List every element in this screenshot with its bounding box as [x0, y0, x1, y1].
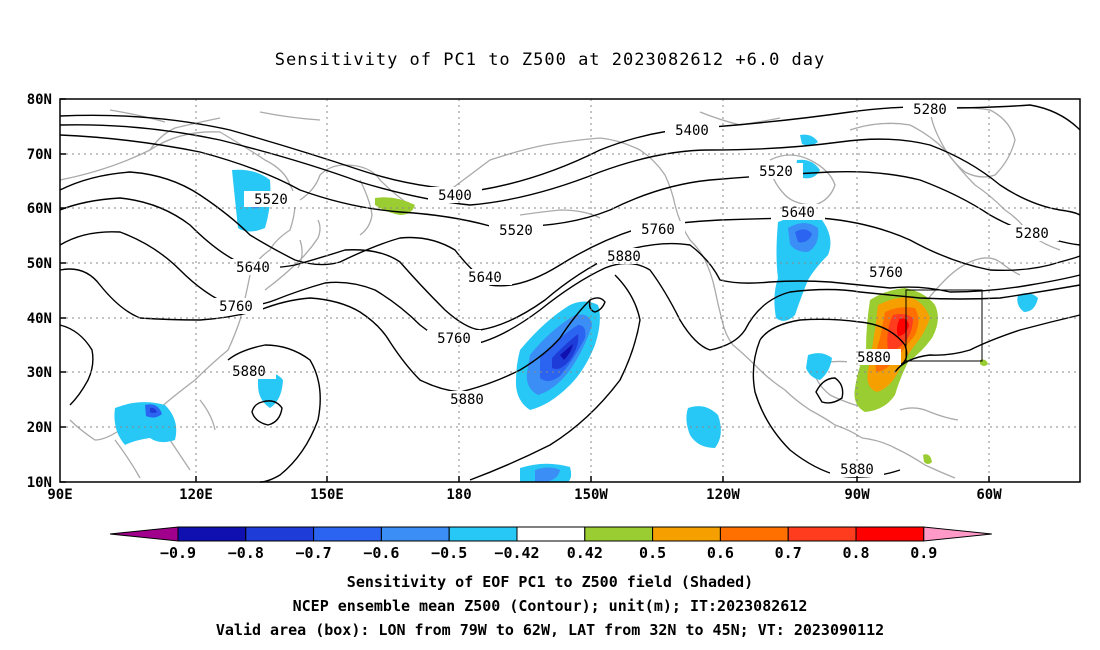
- colorbar-segment: [245, 526, 315, 542]
- latitude-labels: 80N 70N 60N 50N 40N 30N 20N 10N: [27, 92, 52, 491]
- colorbar-segment: [855, 526, 925, 542]
- contour-label-5760-b: 5760: [641, 222, 675, 238]
- colorbar-tick-label: 0.42: [567, 544, 603, 562]
- lon-label: 60W: [976, 487, 1002, 503]
- contour-label-5880-c: 5880: [450, 392, 484, 408]
- lon-label: 120W: [706, 487, 740, 503]
- colorbar-tick-label: −0.5: [431, 544, 467, 562]
- colorbar-segment: [652, 526, 721, 542]
- contour-label-5880-a: 5880: [607, 249, 641, 265]
- colorbar-left-arrow: [109, 526, 179, 542]
- contour-label-5280-a: 5280: [913, 102, 947, 118]
- contour-label-5520-c: 5520: [499, 223, 533, 239]
- colorbar-tick-label: 0.5: [639, 544, 666, 562]
- footer-line-1: Sensitivity of EOF PC1 to Z500 field (Sh…: [346, 573, 754, 591]
- map-title: Sensitivity of PC1 to Z500 at 2023082612…: [274, 50, 826, 70]
- colorbar-segment: [516, 526, 586, 542]
- colorbar-tick-label: −0.6: [363, 544, 399, 562]
- contour-label-5640-a: 5640: [236, 260, 270, 276]
- colorbar-segment: [313, 526, 382, 542]
- contour-label-5640-c: 5640: [781, 205, 815, 221]
- footer-line-2: NCEP ensemble mean Z500 (Contour); unit(…: [292, 597, 808, 615]
- lon-label: 120E: [179, 487, 213, 503]
- contour-label-5400-a: 5400: [675, 123, 709, 139]
- lat-label: 70N: [27, 147, 52, 163]
- lon-label: 150W: [574, 487, 608, 503]
- colorbar-tick-label: 0.7: [775, 544, 802, 562]
- contour-label-5400-b: 5400: [438, 188, 472, 204]
- colorbar-tick-label: −0.42: [494, 544, 539, 562]
- colorbar-tick-label: 0.9: [910, 544, 937, 562]
- contour-label-5280-b: 5280: [1015, 226, 1049, 242]
- lat-label: 50N: [27, 256, 52, 272]
- colorbar-tick-label: 0.8: [842, 544, 869, 562]
- contour-label-5880-d: 5880: [857, 350, 891, 366]
- lat-label: 30N: [27, 365, 52, 381]
- colorbar: −0.9 −0.8 −0.7 −0.6 −0.5 −0.42 0.42 0.5 0.6 0.7 0.…: [109, 526, 992, 562]
- colorbar-segment: [448, 526, 518, 542]
- colorbar-tick-label: −0.8: [228, 544, 264, 562]
- colorbar-segment: [719, 526, 789, 542]
- lon-label: 90W: [844, 487, 870, 503]
- map-panel: 5280 5280 5400 5400 5520 5520 5520 5640 …: [59, 98, 1081, 483]
- contour-label-5880-b: 5880: [232, 364, 266, 380]
- contour-labels: 5280 5280 5400 5400 5520 5520 5520 5640 …: [209, 101, 1059, 478]
- longitude-labels: 90E 120E 150E 180 150W 120W 90W 60W: [47, 487, 1002, 503]
- lon-label: 90E: [47, 487, 72, 503]
- colorbar-segment: [380, 526, 450, 542]
- lat-label: 40N: [27, 311, 52, 327]
- lat-label: 20N: [27, 420, 52, 436]
- contour-label-5760-c: 5760: [437, 331, 471, 347]
- colorbar-tick-label: −0.9: [160, 544, 196, 562]
- colorbar-right-arrow: [923, 526, 992, 542]
- contour-label-5760-d: 5760: [869, 265, 903, 281]
- colorbar-segment: [177, 526, 247, 542]
- lon-label: 180: [446, 487, 471, 503]
- colorbar-segment: [787, 526, 857, 542]
- lat-label: 60N: [27, 201, 52, 217]
- contour-label-5640-b: 5640: [468, 270, 502, 286]
- footer-line-3: Valid area (box): LON from 79W to 62W, L…: [215, 621, 885, 639]
- lat-label: 10N: [27, 475, 52, 491]
- sensitivity-shading: [114, 134, 1038, 482]
- colorbar-segment: [584, 526, 654, 542]
- lon-label: 150E: [310, 487, 344, 503]
- lat-label: 80N: [27, 92, 52, 108]
- contour-label-5880-e: 5880: [840, 462, 874, 478]
- colorbar-tick-label: −0.7: [296, 544, 332, 562]
- contour-label-5520-a: 5520: [254, 192, 288, 208]
- contour-label-5520-b: 5520: [759, 164, 793, 180]
- gridlines: [60, 99, 1080, 482]
- valid-area-box: [905, 289, 983, 362]
- colorbar-tick-label: 0.6: [707, 544, 734, 562]
- contour-label-5760-a: 5760: [219, 299, 253, 315]
